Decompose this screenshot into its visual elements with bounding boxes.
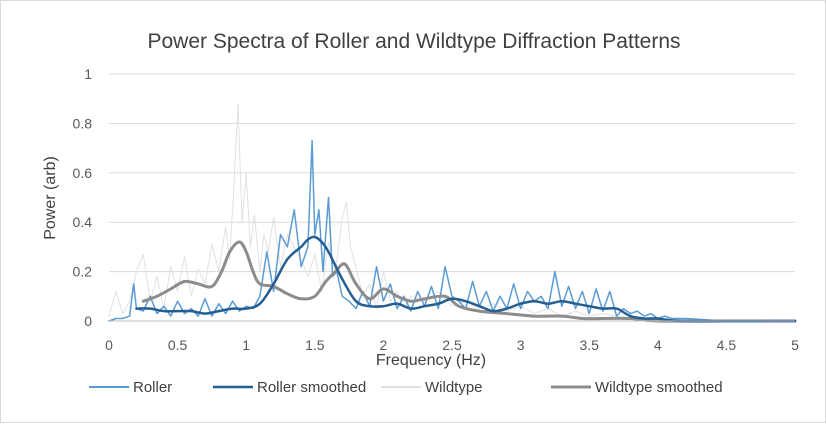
series-line-roller-smoothed: [135, 235, 797, 323]
legend-label: Wildtype: [425, 379, 483, 396]
legend-item-wildtype: Wildtype: [381, 379, 483, 396]
y-tick-label: 0.6: [73, 165, 93, 181]
chart-title: Power Spectra of Roller and Wildtype Dif…: [147, 30, 680, 53]
series-line-wildtype: [108, 103, 796, 322]
y-tick-label: 1: [84, 66, 92, 82]
y-tick-label: 0: [84, 313, 92, 329]
legend-label: Roller smoothed: [257, 379, 366, 396]
x-tick-label: 2: [380, 337, 388, 353]
gridlines: [109, 73, 795, 273]
x-tick-labels: 0 0.5 1 1.5 2 2.5 3 3.5 4 4.5 5: [105, 337, 799, 353]
y-tick-labels: 0 0.2 0.4 0.6 0.8 1: [73, 66, 93, 329]
series-line-roller: [108, 139, 796, 322]
legend-item-wildtype-smoothed: Wildtype smoothed: [551, 379, 723, 396]
x-tick-label: 1.5: [305, 337, 325, 353]
legend-label: Wildtype smoothed: [595, 379, 723, 396]
legend: Roller Roller smoothed Wildtype Wildtype sm…: [89, 379, 723, 396]
legend-item-roller: Roller: [89, 379, 172, 396]
series-line-wildtype-smoothed: [141, 240, 797, 323]
x-tick-label: 1: [242, 337, 250, 353]
x-tick-label: 2.5: [442, 337, 462, 353]
legend-label: Roller: [133, 379, 172, 396]
y-axis-title: Power (arb): [42, 156, 59, 240]
legend-item-roller-smoothed: Roller smoothed: [213, 379, 366, 396]
x-tick-label: 4.5: [717, 337, 737, 353]
x-tick-label: 3: [517, 337, 525, 353]
x-tick-label: 5: [791, 337, 799, 353]
series-layer: [108, 103, 797, 323]
y-tick-label: 0.4: [73, 214, 93, 230]
x-axis-title: Frequency (Hz): [376, 352, 486, 369]
x-tick-label: 3.5: [579, 337, 599, 353]
x-tick-label: 4: [654, 337, 662, 353]
x-tick-label: 0.5: [168, 337, 188, 353]
y-tick-label: 0.2: [73, 264, 93, 280]
x-tick-label: 0: [105, 337, 113, 353]
y-tick-label: 0.8: [73, 115, 93, 131]
